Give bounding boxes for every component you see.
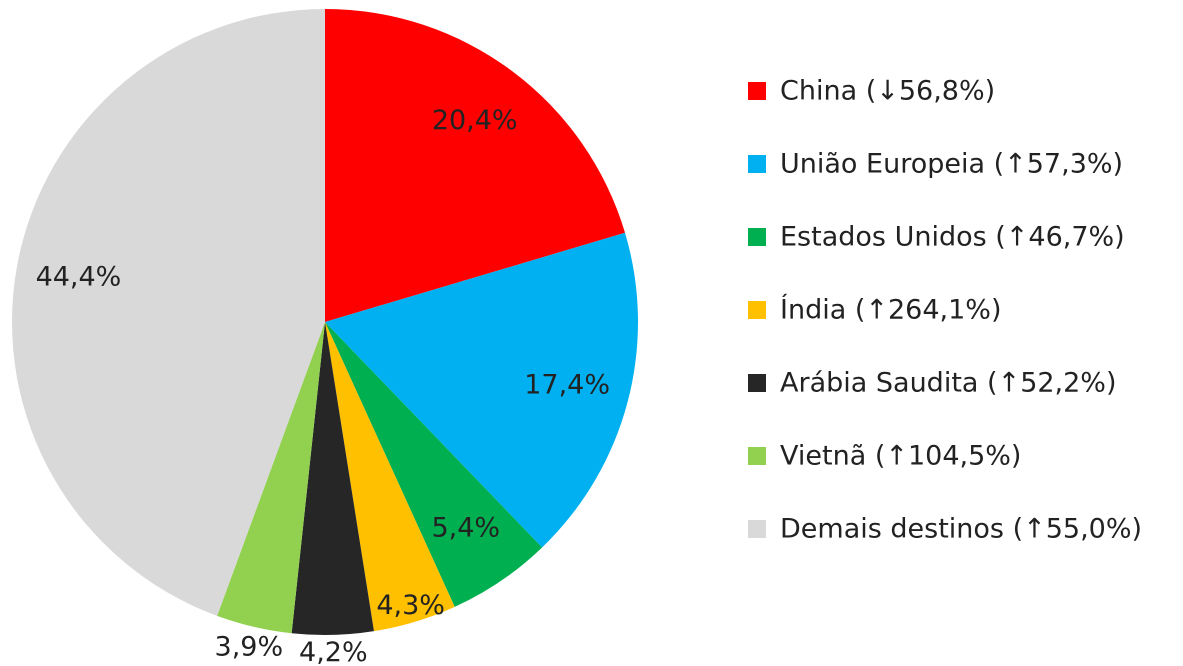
- legend-label: União Europeia (↑57,3%): [780, 149, 1123, 180]
- legend-label: Índia (↑264,1%): [780, 294, 1001, 326]
- data-label: 3,9%: [215, 632, 284, 663]
- legend-label: Arábia Saudita (↑52,2%): [780, 368, 1117, 399]
- data-label: 4,2%: [299, 637, 368, 666]
- data-label: 4,3%: [376, 590, 445, 621]
- data-label: 5,4%: [431, 513, 500, 544]
- legend-label: Vietnã (↑104,5%): [780, 441, 1021, 472]
- legend-swatch: [748, 82, 766, 100]
- data-label: 44,4%: [36, 262, 122, 293]
- pie-slice: [217, 322, 325, 634]
- legend-swatch: [748, 520, 766, 538]
- legend-label: Demais destinos (↑55,0%): [780, 514, 1142, 545]
- legend-label: Estados Unidos (↑46,7%): [780, 222, 1125, 253]
- legend-swatch: [748, 447, 766, 465]
- legend-label: China (↓56,8%): [780, 76, 995, 107]
- legend-swatch: [748, 228, 766, 246]
- pie-slice: [325, 232, 638, 548]
- pie-slice: [325, 322, 543, 607]
- pie-slice: [12, 9, 325, 616]
- data-label: 20,4%: [432, 105, 518, 136]
- legend-swatch: [748, 374, 766, 392]
- legend-swatch: [748, 301, 766, 319]
- legend-swatch: [748, 155, 766, 173]
- pie-slice: [325, 9, 626, 322]
- data-label: 17,4%: [524, 369, 610, 400]
- pie-slice: [291, 322, 374, 635]
- pie-slice: [325, 322, 455, 632]
